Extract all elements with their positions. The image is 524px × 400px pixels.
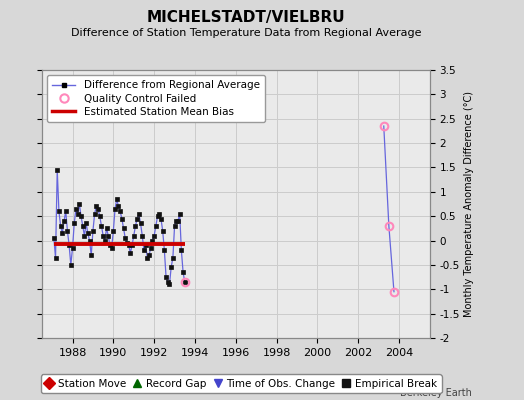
Y-axis label: Monthly Temperature Anomaly Difference (°C): Monthly Temperature Anomaly Difference (… bbox=[464, 91, 474, 317]
Text: Berkeley Earth: Berkeley Earth bbox=[400, 388, 472, 398]
Legend: Station Move, Record Gap, Time of Obs. Change, Empirical Break: Station Move, Record Gap, Time of Obs. C… bbox=[40, 374, 442, 393]
Text: Difference of Station Temperature Data from Regional Average: Difference of Station Temperature Data f… bbox=[71, 28, 421, 38]
Legend: Difference from Regional Average, Quality Control Failed, Estimated Station Mean: Difference from Regional Average, Qualit… bbox=[47, 75, 265, 122]
Text: MICHELSTADT/VIELBRU: MICHELSTADT/VIELBRU bbox=[147, 10, 346, 25]
